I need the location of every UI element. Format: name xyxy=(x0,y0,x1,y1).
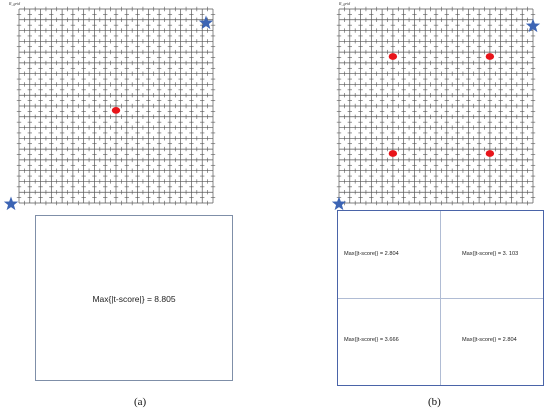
result-box-a: Max{|t-score|} = 8.805 xyxy=(35,215,233,381)
result-box-b: Max{|t-score|} = 2.804 Max{|t-score|} = … xyxy=(337,210,544,386)
grid-label-b: R_grid xyxy=(339,1,351,6)
max-tscore-b-top-right: Max{|t-score|} = 3. 103 xyxy=(462,251,519,257)
hotspot-marker-a xyxy=(111,106,121,114)
grid-b xyxy=(331,6,541,211)
max-tscore-b-bottom-left: Max{|t-score|} = 3.666 xyxy=(344,337,399,343)
hotspot-marker-b xyxy=(388,150,398,157)
end-star-icon-a xyxy=(198,15,214,30)
hotspot-marker-b xyxy=(485,150,495,157)
start-star-icon-a xyxy=(3,196,19,211)
max-tscore-a: Max{|t-score|} = 8.805 xyxy=(92,294,176,304)
hotspot-marker-b xyxy=(388,53,398,60)
caption-b: (b) xyxy=(428,396,441,408)
max-tscore-b-top-left: Max{|t-score|} = 2.804 xyxy=(344,251,399,257)
hotspot-marker-b xyxy=(485,53,495,60)
max-tscore-b-bottom-right: Max{|t-score|} = 2.804 xyxy=(462,337,517,343)
grid-label-a: R_grid xyxy=(9,1,21,6)
start-star-icon-b xyxy=(331,196,347,211)
end-star-icon-b xyxy=(525,18,541,33)
grid-a xyxy=(3,6,216,211)
quad-divider-horizontal xyxy=(338,298,543,299)
caption-a: (a) xyxy=(134,396,147,408)
